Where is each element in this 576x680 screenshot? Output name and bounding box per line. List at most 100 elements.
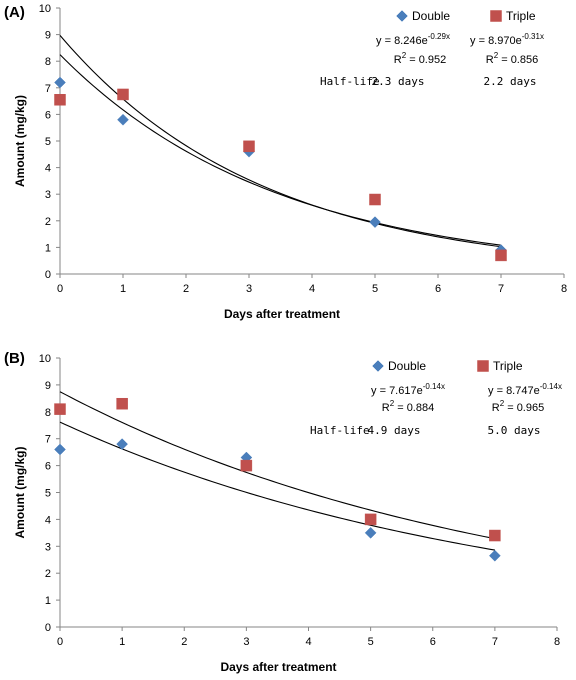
data-point-triple	[369, 193, 381, 206]
r-squared: R2 = 0.884	[382, 399, 434, 414]
trendline-double	[59, 421, 495, 551]
y-axis-title: Amount (mg/kg)	[13, 447, 27, 539]
half-life-value: 5.0 days	[488, 424, 541, 437]
legend-label-double: Double	[412, 9, 450, 23]
data-point-triple	[495, 249, 507, 262]
y-tick-label: 0	[45, 269, 51, 281]
trendline-equation: y = 7.617e-0.14x	[371, 382, 445, 397]
y-tick-label: 2	[45, 568, 51, 580]
r-squared: R2 = 0.952	[394, 51, 446, 66]
x-axis-title: Days after treatment	[220, 660, 336, 674]
data-point-double	[364, 526, 377, 539]
equation-exponent: -0.31x	[522, 32, 544, 41]
r-squared-r: R	[486, 54, 494, 66]
r-squared-value: = 0.965	[504, 402, 544, 414]
r-squared-sup: 2	[402, 51, 407, 60]
trendline-equation: y = 8.246e-0.29x	[376, 32, 450, 47]
data-point-double	[54, 76, 66, 89]
y-tick-label: 9	[45, 30, 51, 42]
legend-marker-double	[396, 10, 408, 22]
chart-panel-b: (B) 0 1 2 3 4 5 6 7 8 9 10 0 1 2 3 4 5 6 7 8 Amount (mg/kg) Da…	[4, 350, 562, 674]
y-tick-label: 9	[45, 380, 51, 392]
data-point-double	[54, 443, 66, 456]
data-point-double	[369, 216, 381, 228]
y-tick-label: 1	[45, 595, 51, 607]
trendline-equation: y = 8.747e-0.14x	[488, 382, 562, 397]
x-tick-label: 4	[305, 636, 311, 648]
x-tick-label: 0	[57, 283, 63, 295]
y-tick-label: 10	[39, 353, 51, 365]
y-tick-label: 8	[45, 407, 51, 419]
y-tick-label: 2	[45, 216, 51, 228]
r-squared-r: R	[492, 402, 500, 414]
r-squared-sup: 2	[500, 399, 505, 408]
x-tick-label: 8	[561, 283, 567, 295]
r-squared-value: = 0.884	[394, 402, 434, 414]
legend-marker-double	[372, 360, 384, 372]
panel-label: (A)	[4, 4, 25, 21]
trendline-triple	[59, 35, 502, 248]
y-tick-label: 8	[45, 56, 51, 68]
y-tick-label: 0	[45, 622, 51, 634]
equation-base: y = 8.970e	[470, 35, 522, 47]
x-tick-label: 7	[498, 283, 504, 295]
x-tick-label: 2	[183, 283, 189, 295]
panel-label: (B)	[4, 350, 25, 367]
x-tick-label: 4	[309, 283, 315, 295]
equation-exponent: -0.14x	[540, 382, 562, 391]
legend-label-triple: Triple	[506, 9, 536, 23]
y-tick-label: 5	[45, 488, 51, 500]
half-life-value: 2.3 days	[372, 75, 425, 88]
data-point-triple	[54, 403, 66, 415]
y-tick-label: 4	[45, 163, 51, 175]
data-point-triple	[243, 140, 255, 153]
trendline-triple	[59, 391, 495, 540]
equation-base: y = 8.246e	[376, 35, 428, 47]
x-tick-label: 3	[243, 636, 249, 648]
half-life-value: 2.2 days	[484, 75, 537, 88]
data-point-triple	[116, 397, 128, 410]
legend-marker-triple	[490, 10, 502, 22]
half-life-label: Half-life	[310, 424, 370, 437]
x-axis-title: Days after treatment	[224, 307, 340, 321]
y-tick-label: 7	[45, 434, 51, 446]
half-life-value: 4.9 days	[368, 424, 421, 437]
y-tick-label: 10	[39, 3, 51, 15]
x-tick-label: 5	[368, 636, 374, 648]
trendline-equation: y = 8.970e-0.31x	[470, 32, 544, 47]
r-squared-sup: 2	[494, 51, 499, 60]
y-axis-title: Amount (mg/kg)	[13, 95, 27, 187]
equation-exponent: -0.14x	[423, 382, 445, 391]
data-point-triple	[54, 94, 66, 106]
half-life-label: Half-life	[320, 75, 380, 88]
r-squared-value: = 0.952	[406, 54, 446, 66]
y-tick-label: 7	[45, 83, 51, 95]
legend-marker-triple	[477, 360, 489, 372]
legend-label-double: Double	[388, 359, 426, 373]
x-tick-label: 1	[119, 636, 125, 648]
x-tick-label: 6	[435, 283, 441, 295]
y-tick-label: 6	[45, 461, 51, 473]
y-tick-label: 6	[45, 109, 51, 121]
trendline-double	[59, 54, 502, 246]
x-tick-label: 8	[554, 636, 560, 648]
legend-label-triple: Triple	[493, 359, 523, 373]
equation-base: y = 7.617e	[371, 385, 423, 397]
equation-base: y = 8.747e	[488, 385, 540, 397]
r-squared-r: R	[394, 54, 402, 66]
equation-exponent: -0.29x	[428, 32, 450, 41]
y-tick-label: 4	[45, 514, 51, 526]
y-tick-label: 3	[45, 541, 51, 553]
r-squared-sup: 2	[390, 399, 395, 408]
data-point-triple	[117, 88, 129, 101]
data-point-triple	[240, 459, 253, 472]
r-squared: R2 = 0.965	[492, 399, 544, 414]
x-tick-label: 2	[181, 636, 187, 648]
x-tick-label: 7	[492, 636, 498, 648]
data-point-double	[489, 549, 501, 562]
x-tick-label: 6	[430, 636, 436, 648]
data-point-triple	[364, 513, 377, 526]
r-squared-value: = 0.856	[498, 54, 538, 66]
r-squared: R2 = 0.856	[486, 51, 538, 66]
